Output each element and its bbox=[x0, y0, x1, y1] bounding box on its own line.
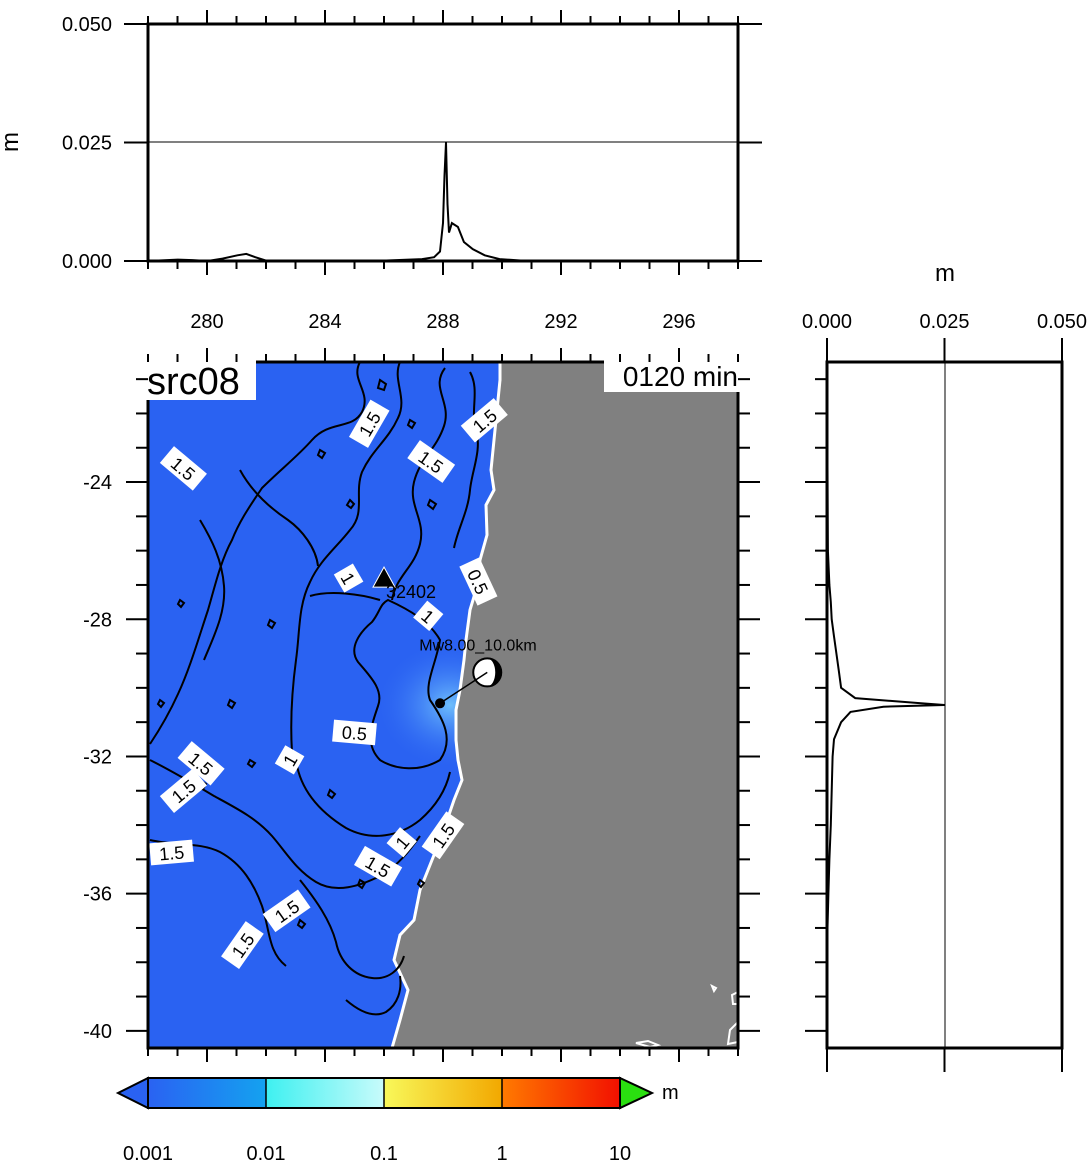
side-axis-ticks bbox=[805, 338, 1063, 1072]
source-label-box bbox=[142, 360, 256, 400]
top-ytick-label: 0.025 bbox=[62, 133, 112, 155]
colorbar-tick-labels: 0.001 0.01 0.1 1 10 bbox=[123, 1143, 631, 1165]
map-longitude-ticks bbox=[147, 348, 739, 1062]
station-triangle-icon bbox=[372, 566, 396, 588]
contour-label: 1 bbox=[386, 827, 417, 858]
side-profile-panel: m 0.000 0.025 0.050 bbox=[802, 260, 1087, 1072]
time-label: 0120 min bbox=[623, 361, 738, 392]
colorbar-tick-label: 10 bbox=[609, 1143, 631, 1165]
station-label: 32402 bbox=[386, 582, 436, 602]
colorbar-under-triangle bbox=[115, 1076, 149, 1110]
side-series-line bbox=[826, 361, 945, 1049]
colorbar-dividers bbox=[265, 1078, 503, 1108]
colorbar-tick-label: 0.001 bbox=[123, 1143, 173, 1165]
contour-label: 1 bbox=[333, 563, 364, 593]
map-panel: 1.51.51.51.51 0.510.511.51.51.5 1 1.51.51.5… bbox=[83, 348, 760, 1062]
colorbar-segment-2 bbox=[266, 1078, 384, 1108]
colorbar: m 0.001 0.01 0.1 1 10 bbox=[115, 1076, 679, 1165]
latitude-tick-label: -28 bbox=[83, 609, 112, 631]
contour-label: 1.5 bbox=[149, 839, 194, 866]
top-ytick-label: 0.050 bbox=[62, 14, 112, 36]
side-xtick-label: 0.050 bbox=[1037, 311, 1087, 333]
latitude-tick-label: -32 bbox=[83, 746, 112, 768]
contour-label: 1 bbox=[274, 745, 305, 775]
top-series-line bbox=[147, 142, 739, 263]
contour-label: 1.5 bbox=[159, 446, 207, 491]
longitude-tick-label: 288 bbox=[426, 311, 459, 333]
source-label: src08 bbox=[147, 361, 240, 403]
top-xaxis-ticks bbox=[147, 10, 739, 275]
time-label-box bbox=[604, 360, 744, 392]
land-islands bbox=[635, 983, 738, 1048]
latitude-tick-label: -40 bbox=[83, 1021, 112, 1043]
colorbar-segment-3 bbox=[384, 1078, 502, 1108]
side-xlabel: m bbox=[935, 260, 955, 287]
latitude-tick-label: -24 bbox=[83, 472, 112, 494]
contour-label: 0.5 bbox=[332, 719, 377, 746]
colorbar-tick-label: 0.1 bbox=[370, 1143, 398, 1165]
top-yaxis: 0.000 0.025 0.050 bbox=[62, 14, 762, 273]
land bbox=[392, 362, 738, 1048]
svg-text:0.5: 0.5 bbox=[341, 722, 368, 744]
contour-labels: 1.51.51.51.51 0.510.511.51.51.5 1 1.51.51.5… bbox=[149, 398, 508, 970]
longitude-tick-label: 280 bbox=[190, 311, 223, 333]
longitude-tick-label: 284 bbox=[308, 311, 341, 333]
side-xtick-label: 0.025 bbox=[919, 311, 969, 333]
colorbar-over-triangle bbox=[619, 1076, 655, 1110]
epicenter-dot bbox=[435, 698, 446, 709]
latitude-tick-label: -36 bbox=[83, 884, 112, 906]
contour-lines bbox=[149, 362, 479, 1016]
top-ylabel: m bbox=[0, 132, 24, 152]
colorbar-tick-label: 1 bbox=[496, 1143, 507, 1165]
map-latitude-axis: -24 -28 -32 -36 -40 bbox=[83, 378, 760, 1043]
colorbar-segment-1 bbox=[148, 1078, 266, 1108]
side-xtick-label: 0.000 bbox=[802, 311, 852, 333]
colorbar-segment-4 bbox=[502, 1078, 620, 1108]
event-label: Mw8.00_10.0km bbox=[419, 637, 536, 654]
longitude-axis: 280 284 288 292 296 bbox=[190, 311, 695, 333]
contour-label: 1 bbox=[413, 600, 444, 631]
mechanism-leader-line bbox=[439, 671, 488, 704]
colorbar-tick-label: 0.01 bbox=[247, 1143, 286, 1165]
svg-text:1.5: 1.5 bbox=[158, 842, 185, 864]
colorbar-unit: m bbox=[662, 1082, 679, 1104]
top-ytick-label: 0.000 bbox=[62, 251, 112, 273]
longitude-tick-label: 292 bbox=[544, 311, 577, 333]
top-timeseries-panel: m 0.000 0.025 0.050 bbox=[0, 10, 762, 275]
side-xaxis-labels: 0.000 0.025 0.050 bbox=[802, 311, 1087, 333]
coastline bbox=[390, 362, 502, 1048]
longitude-tick-label: 296 bbox=[662, 311, 695, 333]
